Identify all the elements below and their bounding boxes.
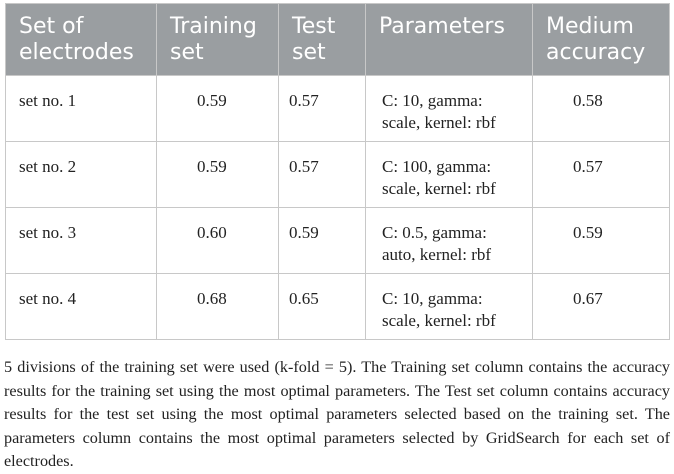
header-set-of-electrodes: Set of electrodes [5, 3, 157, 76]
table-row: set no. 1 0.59 0.57 C: 10, gamma: scale,… [5, 75, 670, 142]
header-training-set: Training set [156, 3, 279, 76]
cell-set: set no. 1 [5, 75, 157, 142]
cell-parameters: C: 10, gamma: scale, kernel: rbf [365, 75, 533, 142]
cell-test: 0.65 [278, 273, 366, 340]
header-row: Set of electrodes Training set Test set … [5, 3, 670, 76]
cell-set: set no. 3 [5, 207, 157, 274]
results-table: Set of electrodes Training set Test set … [5, 3, 670, 340]
cell-medium-accuracy: 0.67 [532, 273, 670, 340]
cell-medium-accuracy: 0.57 [532, 141, 670, 208]
cell-training: 0.60 [156, 207, 279, 274]
cell-training: 0.68 [156, 273, 279, 340]
cell-test: 0.59 [278, 207, 366, 274]
cell-training: 0.59 [156, 75, 279, 142]
cell-medium-accuracy: 0.59 [532, 207, 670, 274]
header-test-set: Test set [278, 3, 366, 76]
cell-parameters: C: 10, gamma: scale, kernel: rbf [365, 273, 533, 340]
table-row: set no. 3 0.60 0.59 C: 0.5, gamma: auto,… [5, 207, 670, 274]
cell-medium-accuracy: 0.58 [532, 75, 670, 142]
header-parameters: Parameters [365, 3, 533, 76]
cell-set: set no. 4 [5, 273, 157, 340]
table-footnote: 5 divisions of the training set were use… [4, 358, 670, 470]
cell-parameters: C: 0.5, gamma: auto, kernel: rbf [365, 207, 533, 274]
table-row: set no. 4 0.68 0.65 C: 10, gamma: scale,… [5, 273, 670, 340]
cell-test: 0.57 [278, 75, 366, 142]
cell-set: set no. 2 [5, 141, 157, 208]
header-medium-accuracy: Medium accuracy [532, 3, 670, 76]
table-row: set no. 2 0.59 0.57 C: 100, gamma: scale… [5, 141, 670, 208]
cell-training: 0.59 [156, 141, 279, 208]
cell-test: 0.57 [278, 141, 366, 208]
cell-parameters: C: 100, gamma: scale, kernel: rbf [365, 141, 533, 208]
